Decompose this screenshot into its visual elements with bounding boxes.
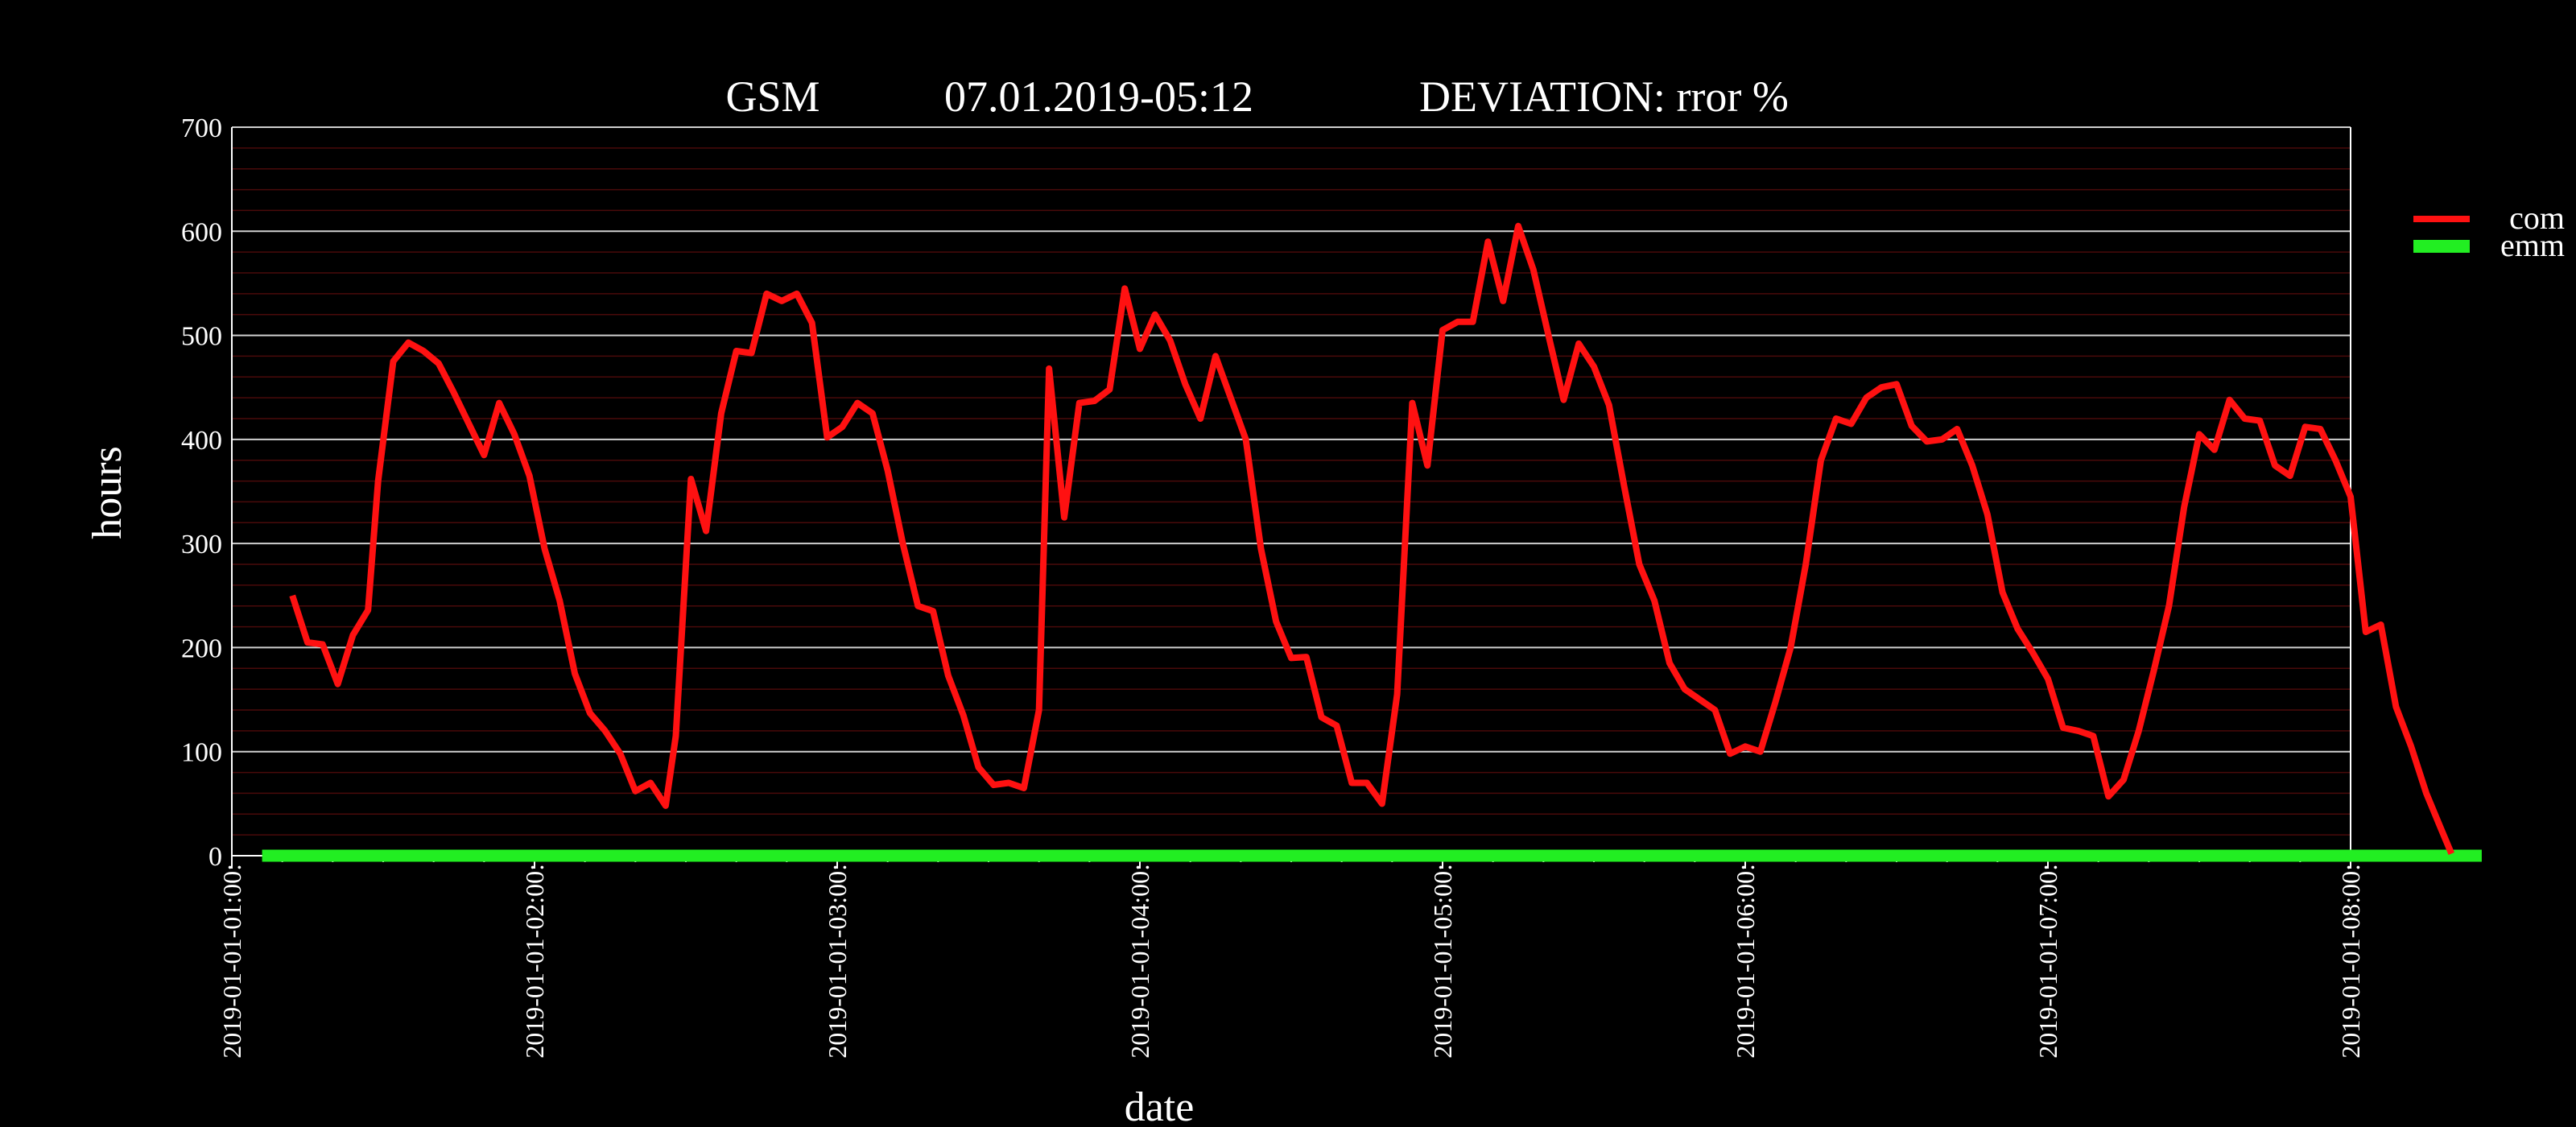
chart-title: GSM 07.01.2019-05:12 DEVIATION: rror % xyxy=(725,72,1788,121)
y-tick-label: 400 xyxy=(181,426,222,456)
x-tick-label: 2019-01-01-07:00: xyxy=(2033,864,2062,1059)
legend-label-emm: emm xyxy=(2500,227,2565,263)
y-axis-label: hours xyxy=(85,446,130,539)
x-tick-label: 2019-01-01-08:00: xyxy=(2336,864,2365,1059)
y-tick-labels: 0 100 200 300 400 500 600 700 xyxy=(181,114,222,872)
y-tick-label: 0 xyxy=(208,842,222,872)
x-tick-label: 2019-01-01-01:00: xyxy=(217,864,246,1059)
series-line-com xyxy=(289,222,2454,855)
y-tick-label: 600 xyxy=(181,217,222,247)
x-tick-label: 2019-01-01-03:00: xyxy=(823,864,852,1059)
x-axis-label: date xyxy=(1125,1084,1195,1127)
y-tick-label: 200 xyxy=(181,634,222,663)
legend-label-com: com xyxy=(2509,200,2565,236)
grid xyxy=(232,126,2351,836)
y-tick-label: 700 xyxy=(181,114,222,143)
y-tick-label: 100 xyxy=(181,738,222,768)
x-tick-label: 2019-01-01-02:00: xyxy=(520,864,549,1059)
y-tick-label: 300 xyxy=(181,530,222,559)
x-tick-labels: 2019-01-01-01:00: 2019-01-01-02:00: 2019-0… xyxy=(217,864,2365,1059)
y-tick-label: 500 xyxy=(181,322,222,352)
chart-title-part: 07.01.2019-05:12 xyxy=(944,72,1253,121)
chart-title-part: GSM xyxy=(725,72,819,121)
series xyxy=(262,222,2482,862)
chart-title-part: DEVIATION: rror % xyxy=(1419,72,1789,121)
x-tick-label: 2019-01-01-05:00: xyxy=(1428,864,1457,1059)
x-tick-label: 2019-01-01-06:00: xyxy=(1731,864,1760,1059)
x-tick-label: 2019-01-01-04:00: xyxy=(1125,864,1154,1059)
